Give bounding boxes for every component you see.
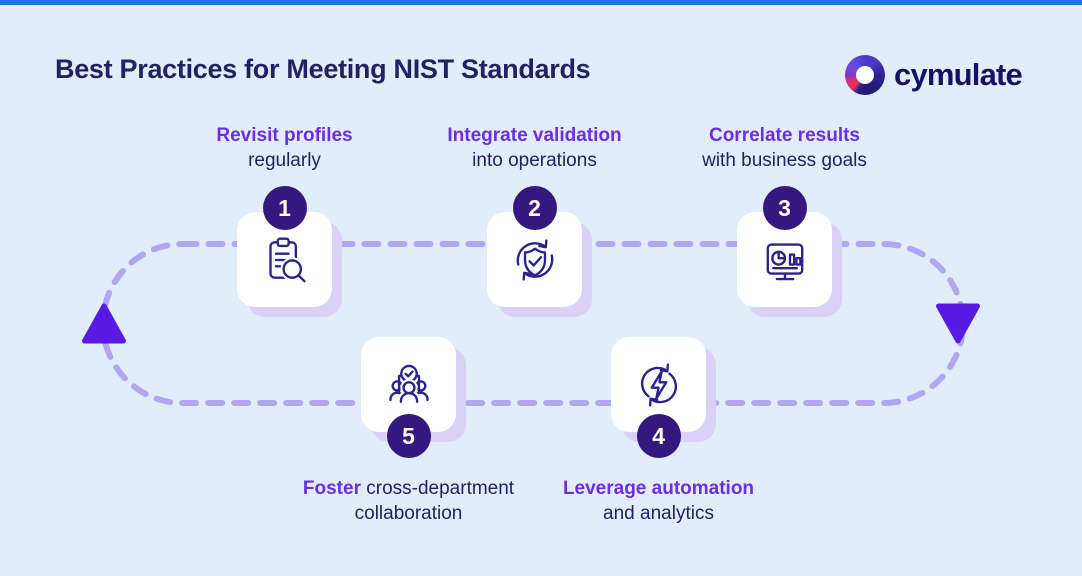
step-number-badge: 2 <box>512 186 557 230</box>
sync-bolt-icon <box>640 362 677 407</box>
step-label-line1: Foster cross-department <box>259 476 559 501</box>
step-label-line1: Revisit profiles <box>135 123 435 148</box>
step-label-line2: with business goals <box>702 150 867 171</box>
brand-logo: cymulate <box>845 55 1023 95</box>
step-2: Integrate validation into operations 2 <box>447 125 622 307</box>
step-label: Integrate validation into operations <box>385 123 685 173</box>
step-1: Revisit profiles regularly 1 <box>216 125 353 307</box>
step-label-line2: into operations <box>472 150 597 171</box>
step-label-highlight: Integrate validation <box>447 125 622 146</box>
step-label: Correlate results with business goals <box>635 123 935 173</box>
step-4: Leverage automation and analytics 4 <box>563 337 754 524</box>
brand-wordmark: cymulate <box>894 57 1023 92</box>
step-label: Foster cross-department collaboration <box>259 476 559 526</box>
step-number-badge: 1 <box>262 186 307 230</box>
step-number-badge: 3 <box>762 186 807 230</box>
cymulate-logo-icon <box>845 55 885 95</box>
step-label-line1: Correlate results <box>635 123 935 148</box>
step-label-highlight: Foster <box>302 478 361 499</box>
step-label-line2: collaboration <box>354 503 463 524</box>
step-label-line2: and analytics <box>603 503 714 524</box>
step-number-badge: 5 <box>386 414 431 458</box>
step-5: Foster cross-department collaboration 5 <box>303 337 514 524</box>
team-check-icon <box>388 364 429 405</box>
shield-sync-icon <box>516 238 553 281</box>
cycle-arrow-up-icon <box>82 303 126 344</box>
clipboard-search-icon <box>268 237 308 284</box>
step-label-highlight: Revisit profiles <box>216 125 353 146</box>
step-label-line1: Leverage automation <box>509 476 809 501</box>
step-label: Revisit profiles regularly <box>135 123 435 173</box>
step-label: Leverage automation and analytics <box>509 476 809 526</box>
top-accent-stripe <box>0 0 1082 5</box>
step-label-highlight: Correlate results <box>708 125 860 146</box>
step-label-highlight: Leverage automation <box>562 478 755 499</box>
step-label-line1: Integrate validation <box>385 123 685 148</box>
step-label-line2: regularly <box>248 150 321 171</box>
step-label-rest: cross-department <box>360 478 515 499</box>
monitor-analytics-icon <box>766 242 803 280</box>
step-number-badge: 4 <box>636 414 681 458</box>
page-title: Best Practices for Meeting NIST Standard… <box>55 54 591 84</box>
step-3: Correlate results with business goals 3 <box>702 125 867 307</box>
cycle-arrow-down-icon <box>936 303 980 344</box>
